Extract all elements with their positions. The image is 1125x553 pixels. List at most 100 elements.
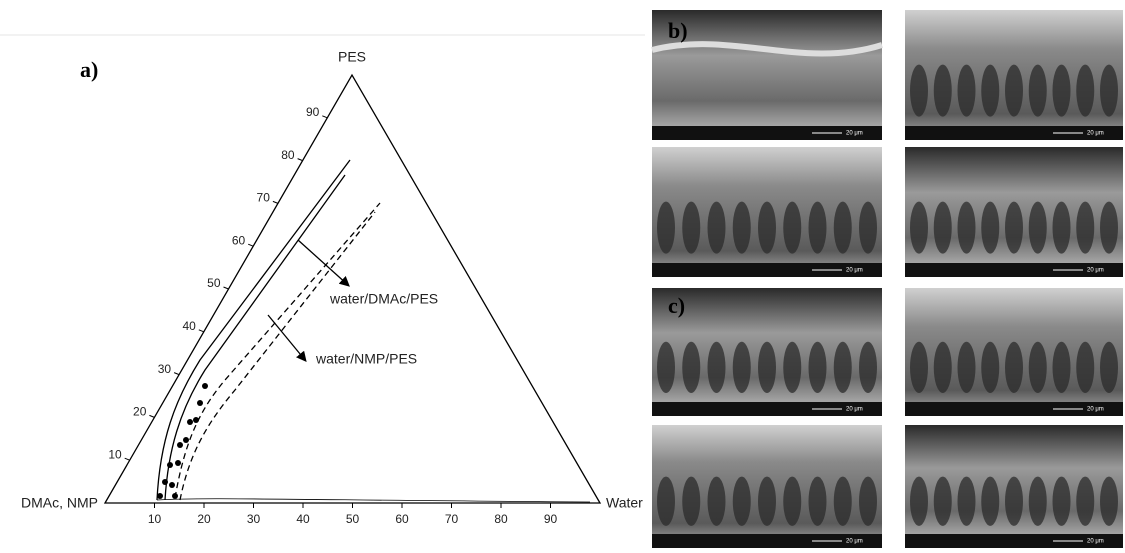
- pore: [958, 342, 976, 393]
- pore: [1005, 202, 1023, 254]
- pore: [958, 65, 976, 117]
- pore: [1100, 342, 1118, 393]
- pore: [1029, 342, 1047, 393]
- pore: [1005, 65, 1023, 117]
- tick-label: 60: [395, 512, 409, 526]
- scale-label: 20 μm: [1087, 268, 1104, 274]
- pore: [1100, 477, 1118, 526]
- ternary-triangle: [105, 75, 600, 503]
- figure: a) PES DMAc, NMP Water water/DMAc/PES wa…: [0, 0, 1125, 548]
- pore: [1029, 477, 1047, 526]
- pore: [783, 477, 801, 526]
- pore: [783, 342, 801, 393]
- panel-label: b): [668, 18, 688, 43]
- annotation: water/NMP/PES: [315, 351, 417, 367]
- pore: [1100, 65, 1118, 117]
- tick-mark: [248, 244, 253, 246]
- pore: [758, 202, 776, 254]
- pore: [809, 342, 827, 393]
- scale-label: 20 μm: [846, 539, 863, 545]
- pore: [958, 477, 976, 526]
- pore: [859, 342, 877, 393]
- panel-label: a): [80, 57, 98, 82]
- tick-label: 50: [346, 512, 360, 526]
- tick-label: 70: [445, 512, 459, 526]
- tick-label: 20: [197, 512, 211, 526]
- pore: [733, 202, 751, 254]
- pore: [834, 202, 852, 254]
- tick-mark: [125, 458, 130, 460]
- pore: [733, 477, 751, 526]
- pore: [682, 202, 700, 254]
- pore: [1029, 65, 1047, 117]
- tick-mark: [298, 159, 303, 161]
- pore: [758, 477, 776, 526]
- tick-label: 10: [148, 512, 162, 526]
- annotation: water/DMAc/PES: [329, 291, 438, 307]
- pore: [859, 477, 877, 526]
- pore: [682, 477, 700, 526]
- apex-label: Water: [606, 495, 643, 511]
- tick-mark: [273, 201, 278, 203]
- pore: [1005, 477, 1023, 526]
- tick-label: 60: [232, 233, 246, 247]
- tick-label: 30: [247, 512, 261, 526]
- pore: [958, 202, 976, 254]
- tick-label: 40: [182, 319, 196, 333]
- tick-mark: [224, 287, 229, 289]
- pore: [682, 342, 700, 393]
- pore: [910, 202, 928, 254]
- sem-panels: 20 μm 20 μm 20 μm 20 μm 20 μm 20 μm 20 μm 20 μm…: [652, 10, 1123, 548]
- pore: [981, 477, 999, 526]
- pore: [934, 477, 952, 526]
- pore: [708, 342, 726, 393]
- pore: [1053, 342, 1071, 393]
- tick-mark: [199, 330, 204, 332]
- pore: [1053, 477, 1071, 526]
- pore: [1100, 202, 1118, 254]
- pore: [1053, 65, 1071, 117]
- scale-label: 20 μm: [1087, 539, 1104, 545]
- panel-label: c): [668, 293, 685, 318]
- apex-label: DMAc, NMP: [21, 495, 98, 511]
- pore: [859, 202, 877, 254]
- scale-label: 20 μm: [846, 268, 863, 274]
- tick-mark: [322, 116, 327, 118]
- pore: [758, 342, 776, 393]
- pore: [657, 477, 675, 526]
- apex-label: PES: [338, 49, 366, 65]
- pore: [981, 202, 999, 254]
- pore: [657, 342, 675, 393]
- tick-label: 80: [281, 148, 295, 162]
- tick-label: 90: [306, 105, 320, 119]
- tick-mark: [149, 415, 154, 417]
- tick-label: 80: [494, 512, 508, 526]
- pore: [783, 202, 801, 254]
- pore: [981, 65, 999, 117]
- pore: [708, 202, 726, 254]
- tick-label: 30: [158, 362, 172, 376]
- pore: [910, 342, 928, 393]
- pore: [1076, 202, 1094, 254]
- pore: [910, 65, 928, 117]
- scale-label: 20 μm: [1087, 131, 1104, 137]
- pore: [1076, 65, 1094, 117]
- pore: [910, 477, 928, 526]
- tick-label: 50: [207, 276, 221, 290]
- pore: [708, 477, 726, 526]
- pore: [1029, 202, 1047, 254]
- tick-label: 90: [544, 512, 558, 526]
- tick-label: 10: [108, 447, 122, 461]
- scale-label: 20 μm: [846, 407, 863, 413]
- pore: [834, 477, 852, 526]
- pore: [834, 342, 852, 393]
- pore: [809, 202, 827, 254]
- pore: [809, 477, 827, 526]
- scale-label: 20 μm: [846, 131, 863, 137]
- scale-label: 20 μm: [1087, 407, 1104, 413]
- pore: [1076, 342, 1094, 393]
- pore: [1053, 202, 1071, 254]
- tick-label: 70: [257, 191, 271, 205]
- pore: [657, 202, 675, 254]
- pore: [934, 342, 952, 393]
